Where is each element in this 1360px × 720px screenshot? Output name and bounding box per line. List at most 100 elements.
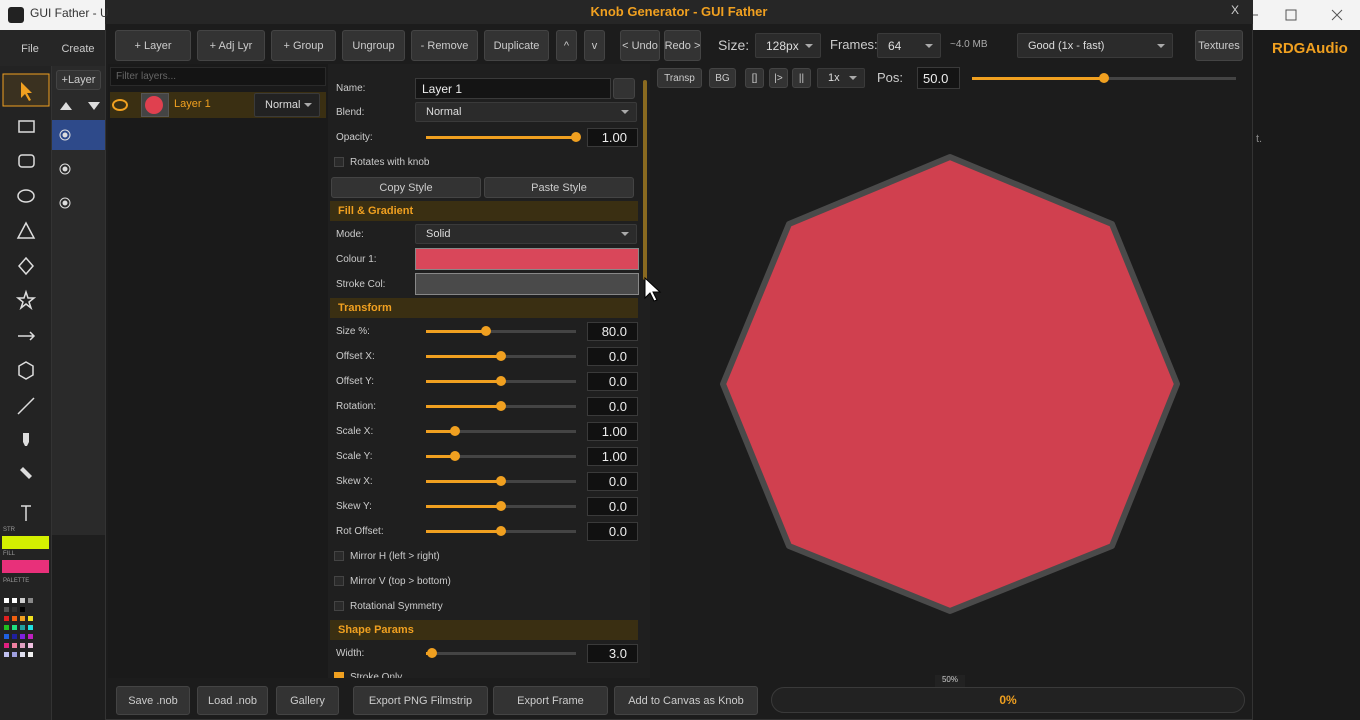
checkbox-label: Mirror H (left > right) xyxy=(350,550,440,562)
slider-thumb[interactable] xyxy=(496,351,506,361)
size-select[interactable]: 128px xyxy=(755,33,821,58)
pos-field[interactable]: 50.0 xyxy=(917,67,960,89)
toolbar-button[interactable]: Redo > xyxy=(664,30,701,61)
preview-button[interactable]: [] xyxy=(745,68,764,88)
pos-thumb[interactable] xyxy=(1099,73,1109,83)
blend-select[interactable]: Normal xyxy=(415,102,637,122)
slider-thumb[interactable] xyxy=(496,501,506,511)
prop-label: Offset Y: xyxy=(336,375,374,387)
slider-thumb[interactable] xyxy=(450,426,460,436)
checkbox-label: Rotational Symmetry xyxy=(350,600,443,612)
value-field[interactable]: 1.00 xyxy=(587,422,638,441)
paste-style[interactable]: Paste Style xyxy=(484,177,634,198)
toolbar-button[interactable]: + Group xyxy=(271,30,336,61)
speed-select[interactable]: 1x xyxy=(817,68,865,88)
prop-label: Rotation: xyxy=(336,400,377,412)
checkbox-label: Rotates with knob xyxy=(350,156,430,168)
mode-select[interactable]: Solid xyxy=(415,224,637,244)
brand: RDGAudio xyxy=(1272,40,1348,57)
section-header[interactable]: Fill & Gradient xyxy=(330,201,638,221)
footer-button[interactable]: Gallery xyxy=(276,686,339,715)
prop-label: Stroke Col: xyxy=(336,278,386,290)
checkbox[interactable] xyxy=(334,601,344,611)
checkbox[interactable] xyxy=(334,551,344,561)
bg-right xyxy=(1253,30,1360,720)
textures-button[interactable]: Textures xyxy=(1195,30,1243,61)
close-button[interactable]: X xyxy=(1230,3,1239,17)
toolbar-button[interactable]: < Undo xyxy=(620,30,660,61)
value-field[interactable]: 0.0 xyxy=(587,497,638,516)
name-edit[interactable] xyxy=(613,78,635,99)
value-field[interactable]: 1.00 xyxy=(587,128,638,147)
checkbox[interactable] xyxy=(334,576,344,586)
layer-blend[interactable]: Normal xyxy=(254,93,320,117)
name-field[interactable]: Layer 1 xyxy=(415,78,611,99)
slider-thumb[interactable] xyxy=(481,326,491,336)
slider-thumb[interactable] xyxy=(496,401,506,411)
checkbox-label: Mirror V (top > bottom) xyxy=(350,575,451,587)
colour-swatch[interactable] xyxy=(415,248,639,270)
hint: t. xyxy=(1256,133,1263,145)
dialog-title: Knob Generator - GUI Father xyxy=(590,4,768,19)
slider-track xyxy=(426,430,576,433)
layer-filter[interactable]: Filter layers... xyxy=(110,67,326,86)
footer-button[interactable]: Export PNG Filmstrip xyxy=(353,686,488,715)
slider-fill xyxy=(426,480,501,483)
scrollbar[interactable] xyxy=(643,80,647,280)
toolbar-button[interactable]: v xyxy=(584,30,605,61)
toolbar-button[interactable]: ^ xyxy=(556,30,577,61)
checkbox[interactable] xyxy=(334,672,344,678)
menu-item[interactable]: Create xyxy=(61,43,95,55)
section-header[interactable]: Transform xyxy=(330,298,638,318)
slider-fill xyxy=(426,430,455,433)
value-field[interactable]: 0.0 xyxy=(587,397,638,416)
toolbar-button[interactable]: + Layer xyxy=(115,30,191,61)
stroke-label: STR xyxy=(3,527,15,533)
quality-select[interactable]: Good (1x - fast) xyxy=(1017,33,1173,58)
prop-label: Scale X: xyxy=(336,425,374,437)
value-field[interactable]: 80.0 xyxy=(587,322,638,341)
slider-thumb[interactable] xyxy=(496,476,506,486)
slider-thumb[interactable] xyxy=(450,451,460,461)
footer-button[interactable]: Export Frame xyxy=(493,686,608,715)
slider-thumb[interactable] xyxy=(427,648,437,658)
value-field[interactable]: 0.0 xyxy=(587,522,638,541)
slider-thumb[interactable] xyxy=(571,132,581,142)
prop-label: Skew X: xyxy=(336,475,373,487)
prop-label: Skew Y: xyxy=(336,500,372,512)
section-chevron xyxy=(626,623,634,635)
value-field[interactable]: 1.00 xyxy=(587,447,638,466)
prop-label: Offset X: xyxy=(336,350,375,362)
section-header[interactable]: Shape Params xyxy=(330,620,638,640)
slider-thumb[interactable] xyxy=(496,526,506,536)
layer-swatch-dot xyxy=(145,96,163,114)
toolbar-button[interactable]: - Remove xyxy=(411,30,478,61)
toolbar-button[interactable]: Duplicate xyxy=(484,30,549,61)
add-layer[interactable]: +Layer xyxy=(56,70,101,90)
value-field[interactable]: 0.0 xyxy=(587,372,638,391)
pos-fill xyxy=(972,77,1104,80)
preview-button[interactable]: BG xyxy=(709,68,736,88)
value-field[interactable]: 0.0 xyxy=(587,347,638,366)
copy-style[interactable]: Copy Style xyxy=(331,177,481,198)
stroke-swatch[interactable] xyxy=(415,273,639,295)
footer-button[interactable]: Add to Canvas as Knob xyxy=(614,686,758,715)
preview-button[interactable]: || xyxy=(792,68,811,88)
pos-label: Pos: xyxy=(877,70,904,85)
toolbar-button[interactable]: Ungroup xyxy=(342,30,405,61)
preview-button[interactable]: |> xyxy=(769,68,788,88)
fill-label: FILL xyxy=(3,551,16,557)
frames-select[interactable]: 64 xyxy=(877,33,941,58)
checkbox[interactable] xyxy=(334,157,344,167)
preview-button[interactable]: Transp xyxy=(657,68,702,88)
footer-button[interactable]: Load .nob xyxy=(197,686,268,715)
slider-fill xyxy=(426,380,501,383)
value-field[interactable]: 3.0 xyxy=(587,644,638,663)
menu-item[interactable]: File xyxy=(21,43,39,55)
value-field[interactable]: 0.0 xyxy=(587,472,638,491)
toolbar-button[interactable]: + Adj Lyr xyxy=(197,30,265,61)
section-chevron xyxy=(626,204,634,216)
palette-label: PALETTE xyxy=(3,578,30,584)
slider-thumb[interactable] xyxy=(496,376,506,386)
footer-button[interactable]: Save .nob xyxy=(116,686,190,715)
